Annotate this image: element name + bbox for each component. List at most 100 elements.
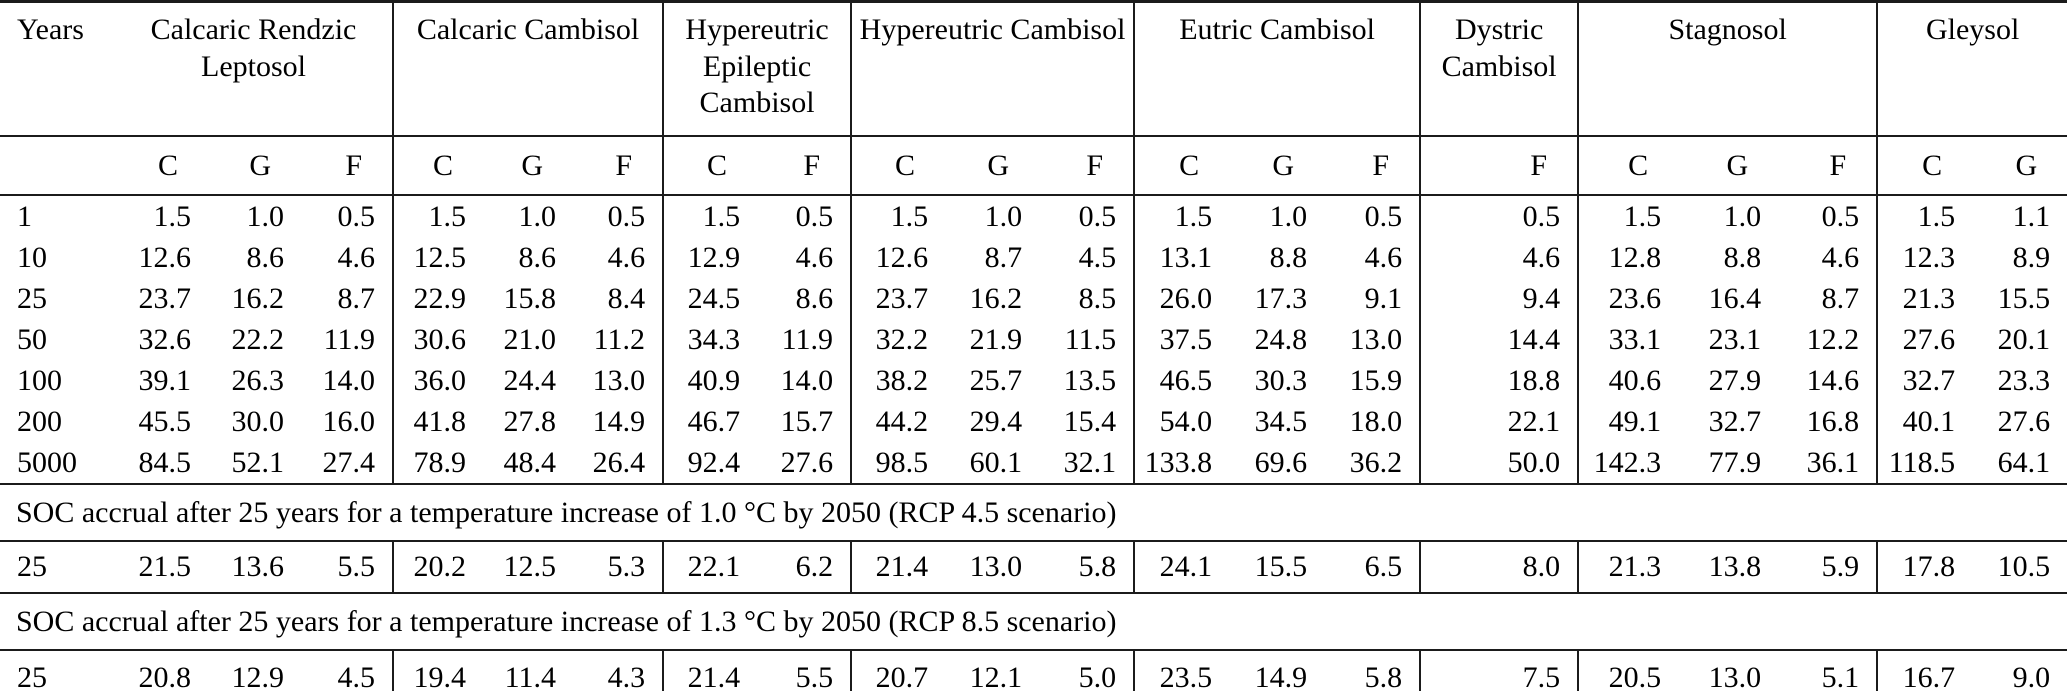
value-cell: 0.5	[1419, 195, 1579, 237]
value-cell: 4.6	[1364, 240, 1403, 274]
value-cell: 21.4	[850, 541, 946, 594]
value-cell: 1.0	[984, 199, 1023, 233]
value-cell: 12.5	[392, 237, 484, 278]
value-cell: 13.6	[208, 541, 301, 594]
column-letter: C	[115, 136, 208, 196]
value-cell: 142.3	[1577, 442, 1679, 485]
column-letter: C	[392, 136, 484, 196]
value-cell: 5.3	[573, 541, 664, 594]
value-cell: 16.2	[231, 281, 285, 315]
value-cell: 1.5	[153, 199, 192, 233]
value-cell: 8.5	[1078, 281, 1117, 315]
value-cell: 32.7	[1708, 404, 1762, 438]
value-cell: 4.6	[795, 240, 834, 274]
value-cell: 4.6	[1821, 240, 1860, 274]
value-cell: 24.5	[662, 278, 758, 319]
value-cell: 0.5	[1821, 199, 1860, 233]
value-cell: 14.0	[780, 363, 834, 397]
simulation-row: 100 39.1 26.3 14.0 36.0 24.4 13.0 40.9 14.0 38.2 2…	[0, 360, 2067, 401]
value-cell: 46.7	[662, 401, 758, 442]
simulation-row: 10 12.6 8.6 4.6 12.5 8.6 4.6 12.9 4.6 12.6 8.7 4.5 1…	[0, 237, 2067, 278]
value-cell: 23.7	[850, 278, 946, 319]
column-letter: C	[662, 136, 758, 196]
value-cell: 16.2	[969, 281, 1023, 315]
column-letter: F	[573, 136, 664, 196]
value-cell: 14.4	[1419, 319, 1579, 360]
value-cell: 45.5	[138, 404, 192, 438]
value-cell: 12.3	[1876, 237, 1973, 278]
column-letter: G	[1678, 136, 1779, 196]
value-cell: 8.4	[607, 281, 646, 315]
value-cell: 1.0	[1723, 199, 1762, 233]
column-letter: F	[757, 136, 852, 196]
value-cell: 0.5	[1364, 199, 1403, 233]
value-cell: 40.9	[662, 360, 758, 401]
value-cell: 4.5	[301, 650, 394, 691]
value-cell: 21.0	[503, 322, 557, 356]
value-cell: 20.8	[115, 650, 208, 691]
value-cell: 10.5	[1972, 541, 2067, 594]
simulation-row: 50 32.6 22.2 11.9 30.6 21.0 11.2 34.3 11.9 32.2 21…	[0, 319, 2067, 360]
value-cell: 13.0	[592, 363, 646, 397]
value-cell: 20.1	[1997, 322, 2051, 356]
value-cell: 69.6	[1229, 442, 1325, 485]
group-header: Eutric Cambisol	[1133, 1, 1421, 137]
value-cell: 13.1	[1133, 237, 1230, 278]
value-cell: 36.2	[1324, 442, 1421, 485]
value-cell: 20.7	[850, 650, 946, 691]
value-cell: 22.1	[1419, 401, 1579, 442]
value-cell: 12.8	[1577, 237, 1679, 278]
value-cell: 32.6	[138, 322, 192, 356]
column-letter: C	[850, 136, 946, 196]
value-cell: 6.5	[1324, 541, 1421, 594]
value-cell: 9.4	[1419, 278, 1579, 319]
value-cell: 27.4	[301, 442, 394, 485]
value-cell: 21.9	[969, 322, 1023, 356]
value-cell: 1.5	[392, 195, 484, 237]
column-letter: G	[208, 136, 301, 196]
value-cell: 49.1	[1577, 401, 1679, 442]
year-cell: 200	[17, 404, 62, 438]
value-cell: 8.0	[1419, 541, 1579, 594]
value-cell: 44.2	[850, 401, 946, 442]
value-cell: 4.6	[337, 240, 376, 274]
value-cell: 38.2	[850, 360, 946, 401]
value-cell: 8.6	[795, 281, 834, 315]
value-cell: 54.0	[1133, 401, 1230, 442]
value-cell: 12.9	[662, 237, 758, 278]
value-cell: 11.2	[593, 322, 646, 356]
value-cell: 17.8	[1876, 541, 1973, 594]
value-cell: 9.1	[1364, 281, 1403, 315]
value-cell: 1.0	[518, 199, 557, 233]
value-cell: 16.4	[1708, 281, 1762, 315]
value-cell: 4.3	[573, 650, 664, 691]
value-cell: 46.5	[1133, 360, 1230, 401]
value-cell: 8.7	[337, 281, 376, 315]
value-cell: 50.0	[1419, 442, 1579, 485]
years-subheader-spacer	[0, 136, 115, 196]
value-cell: 12.5	[483, 541, 574, 594]
column-letter: G	[945, 136, 1040, 196]
value-cell: 8.6	[518, 240, 557, 274]
scenario-note-row: SOC accrual after 25 years for a tempera…	[0, 484, 2067, 542]
value-cell: 11.9	[781, 322, 834, 356]
value-cell: 27.6	[1997, 404, 2051, 438]
simulation-row: 1 1.5 1.0 0.5 1.5 1.0 0.5 1.5 0.5 1.5 1.0 0.5 1.5 1.0…	[0, 195, 2067, 237]
column-letter: F	[1039, 136, 1135, 196]
value-cell: 60.1	[945, 442, 1040, 485]
value-cell: 30.6	[392, 319, 484, 360]
value-cell: 5.9	[1778, 541, 1878, 594]
column-letter: F	[1324, 136, 1421, 196]
value-cell: 13.8	[1678, 541, 1779, 594]
year-cell: 50	[17, 322, 47, 356]
value-cell: 18.0	[1349, 404, 1403, 438]
value-cell: 14.9	[592, 404, 646, 438]
value-cell: 13.0	[1349, 322, 1403, 356]
value-cell: 23.1	[1708, 322, 1762, 356]
column-letter: G	[1229, 136, 1325, 196]
value-cell: 15.4	[1063, 404, 1117, 438]
value-cell: 21.3	[1876, 278, 1973, 319]
value-cell: 48.4	[483, 442, 574, 485]
value-cell: 32.7	[1876, 360, 1973, 401]
value-cell: 23.3	[1997, 363, 2051, 397]
